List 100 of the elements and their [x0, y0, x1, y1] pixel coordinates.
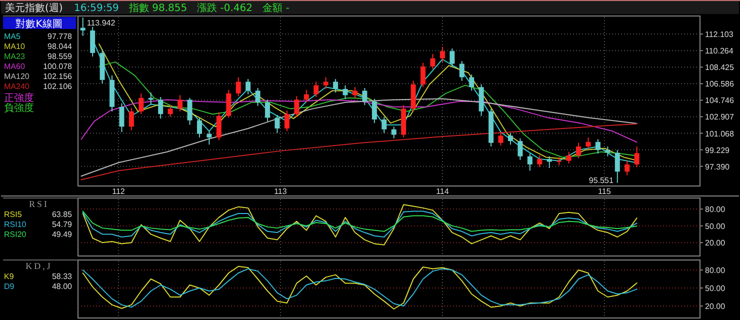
- candlestick: [469, 74, 474, 92]
- x-tick-label: 112: [112, 187, 126, 196]
- annotation: 95.551: [588, 176, 614, 185]
- text: 漲跌 -0.462: [197, 2, 253, 14]
- text: 58.33: [52, 272, 73, 281]
- candlestick: [614, 150, 620, 184]
- text: MA60: [4, 62, 26, 71]
- y-tick-label: 20.00: [705, 238, 726, 248]
- candlestick: [576, 142, 582, 159]
- chart-title: 美元指數(週): [5, 2, 63, 14]
- x-tick-label: 115: [598, 187, 612, 196]
- candlestick: [333, 78, 338, 94]
- candlestick: [314, 81, 319, 98]
- candlestick: [372, 98, 377, 124]
- candlestick: [352, 86, 358, 98]
- candlestick: [595, 138, 600, 154]
- y-tick-label: 106.586: [705, 80, 734, 89]
- text: 98.044: [48, 42, 73, 51]
- text: 負強度: [4, 102, 34, 114]
- text: 102.106: [43, 82, 73, 91]
- text: 48.00: [52, 282, 73, 291]
- y-tick-label: 20.00: [705, 302, 726, 311]
- text: 54.79: [52, 220, 73, 229]
- candlestick: [138, 92, 144, 115]
- text: K9: [4, 272, 14, 281]
- text: 金額 -: [262, 2, 290, 14]
- candlestick: [80, 17, 86, 36]
- y-tick-label: 101.068: [705, 129, 734, 138]
- candlestick: [226, 89, 232, 118]
- y-tick-label: 80.00: [705, 205, 726, 214]
- y-tick-label: 102.907: [705, 112, 734, 122]
- text: RSI5: [4, 210, 22, 219]
- candlestick: [168, 104, 173, 118]
- candlestick: [119, 102, 124, 133]
- text: 100.078: [43, 62, 73, 71]
- candlestick: [216, 112, 222, 141]
- candlestick: [382, 116, 387, 134]
- candlestick: [236, 76, 241, 97]
- text: 98.559: [48, 52, 73, 61]
- text: RSI20: [4, 230, 27, 239]
- candlestick: [498, 132, 504, 146]
- candlestick: [304, 89, 309, 103]
- candlestick: [178, 94, 183, 112]
- y-tick-label: 50.00: [705, 284, 726, 293]
- candlestick: [158, 96, 164, 120]
- candlestick: [274, 114, 280, 134]
- y-tick-label: 110.264: [705, 46, 734, 56]
- text: MA240: [4, 82, 30, 91]
- candlestick: [391, 126, 396, 139]
- line-series: [82, 210, 638, 238]
- text: MA120: [4, 72, 30, 81]
- candlestick: [323, 76, 328, 90]
- y-tick-label: 80.00: [705, 266, 726, 275]
- chart-title: RSI: [28, 199, 50, 209]
- candlestick: [284, 110, 290, 132]
- text: D9: [4, 282, 15, 291]
- candlestick: [537, 154, 542, 168]
- y-tick-label: 97.390: [705, 162, 730, 172]
- x-tick-label: 113: [274, 187, 288, 196]
- candlestick: [246, 78, 251, 95]
- candlestick: [566, 151, 572, 164]
- candlestick: [586, 136, 591, 150]
- y-tick-label: 99.229: [705, 146, 730, 155]
- candlestick: [128, 107, 134, 131]
- candlestick: [430, 53, 436, 70]
- candlestick: [527, 153, 532, 172]
- candlestick: [255, 88, 260, 106]
- candlestick: [206, 130, 212, 146]
- candlestick: [342, 84, 348, 100]
- candlestick: [605, 146, 610, 157]
- candlestick: [196, 117, 202, 138]
- candlestick: [420, 62, 426, 88]
- annotation: 113.942: [86, 18, 116, 28]
- y-tick-label: 104.746: [705, 96, 734, 106]
- y-tick-label: 112.103: [705, 30, 734, 40]
- candlestick: [187, 97, 192, 126]
- text: 63.85: [52, 210, 73, 219]
- line-series: [80, 98, 638, 177]
- x-tick-label: 114: [436, 187, 450, 196]
- text: MA5: [4, 32, 21, 41]
- text: 指數 98.855: [128, 2, 188, 14]
- candlestick: [634, 146, 640, 168]
- chart-title: KD,J: [26, 261, 52, 271]
- candlestick: [440, 46, 445, 62]
- text: 16:59:59: [74, 3, 119, 14]
- candlestick: [546, 156, 552, 169]
- candlestick: [450, 48, 455, 68]
- y-tick-label: 108.425: [705, 63, 734, 72]
- line-series: [82, 210, 638, 232]
- text: RSI10: [4, 220, 27, 229]
- candlestick: [265, 99, 270, 122]
- text: 97.778: [48, 32, 73, 41]
- candlestick: [362, 88, 368, 106]
- text: 49.49: [52, 230, 73, 239]
- candlestick: [556, 156, 562, 166]
- line-series: [82, 204, 638, 246]
- text: 正強度: [4, 92, 34, 104]
- text: MA10: [4, 42, 26, 51]
- candlestick: [624, 160, 630, 176]
- candlestick: [294, 96, 300, 118]
